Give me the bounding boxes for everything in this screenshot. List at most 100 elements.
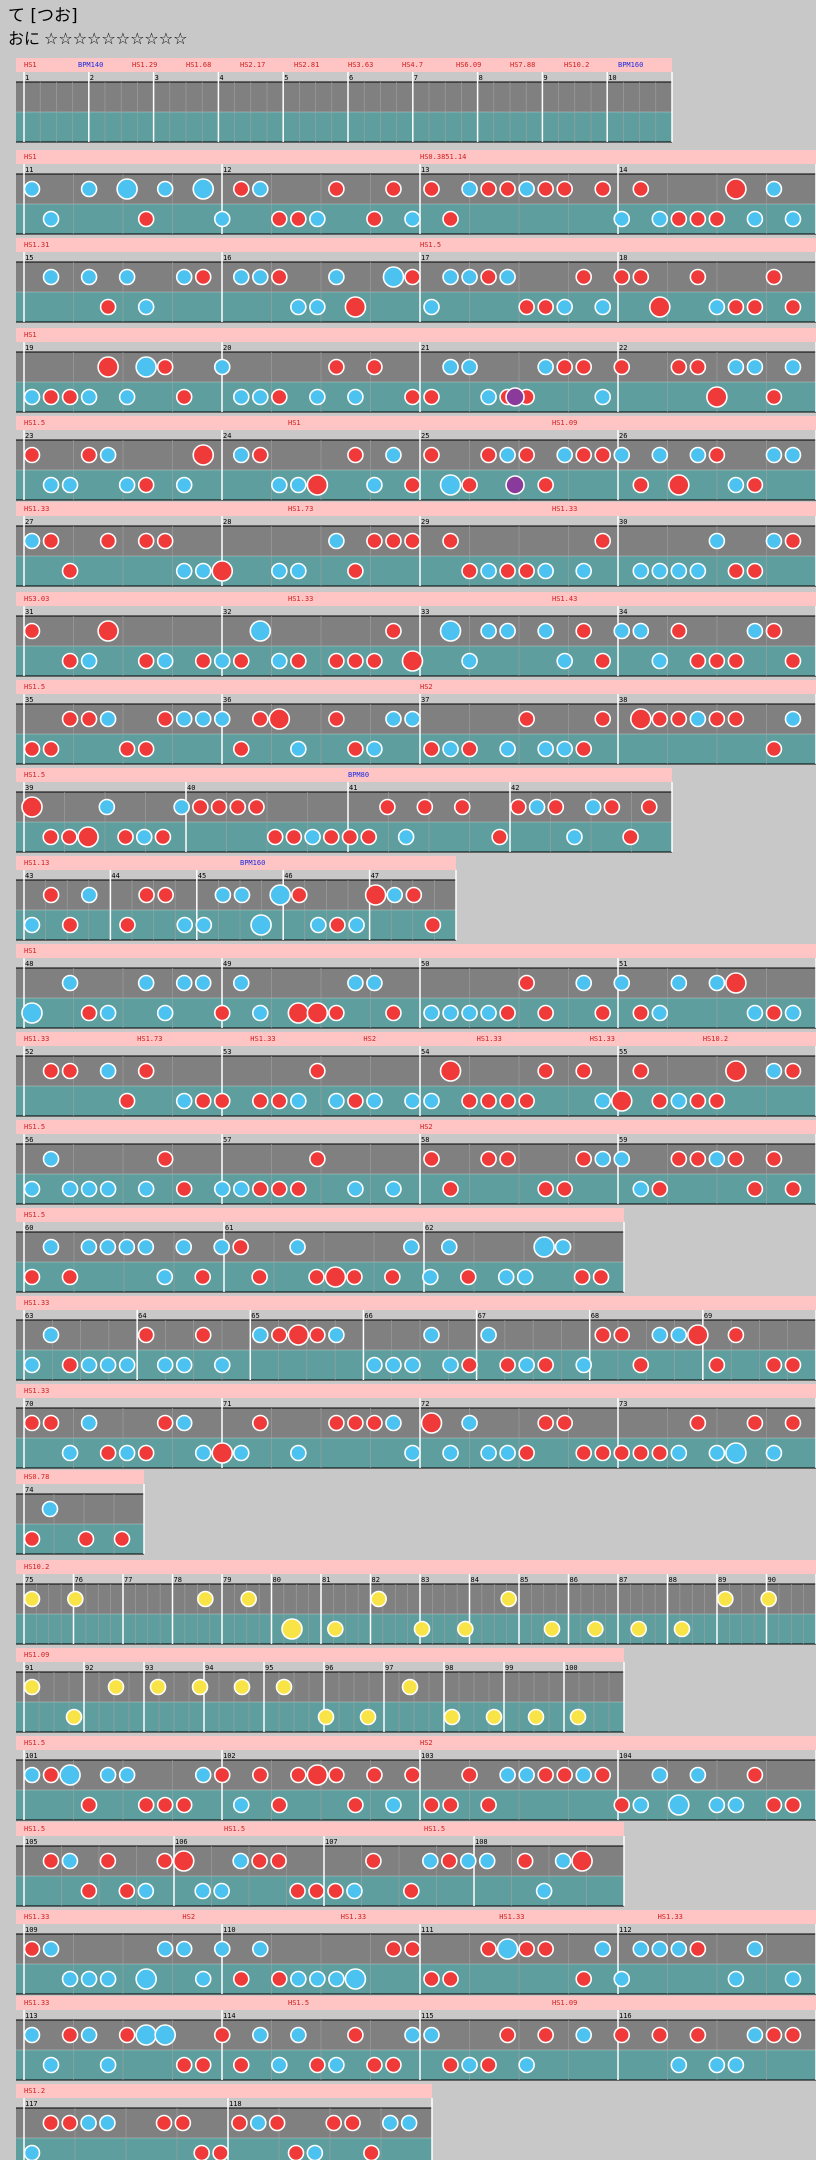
ka-note [632, 1180, 650, 1198]
ka-note [175, 476, 193, 494]
bar-number: 76 [75, 1576, 83, 1584]
bar-number: 116 [619, 2012, 632, 2020]
ka-note [135, 2024, 157, 2046]
ka-note [213, 1238, 230, 1256]
don-note [689, 1150, 707, 1168]
don-note [689, 2026, 707, 2044]
ka-note [156, 1004, 174, 1022]
don-note [80, 1004, 98, 1022]
don-note [271, 1326, 288, 1344]
ka-note [271, 2056, 288, 2074]
ka-note [461, 1414, 478, 1432]
don-note [61, 2114, 79, 2132]
don-note [174, 2114, 192, 2132]
ka-note [746, 622, 764, 640]
ka-note [309, 1970, 326, 1988]
ka-note [195, 916, 213, 934]
don-note [594, 710, 612, 728]
don-note [510, 798, 527, 816]
ka-note [118, 388, 136, 406]
scroll-speed-label: HS1.68 [186, 61, 211, 69]
ka-note [175, 1940, 193, 1958]
speed-band [16, 1648, 624, 1662]
ka-note [403, 1238, 420, 1256]
ka-note [251, 2026, 269, 2044]
ka-note [271, 476, 288, 494]
ka-note [194, 1766, 212, 1784]
speed-band [16, 944, 816, 958]
ka-note [518, 180, 535, 198]
ka-note [499, 1444, 516, 1462]
drumroll-note [630, 1620, 647, 1638]
don-note [442, 1180, 459, 1198]
don-note [423, 446, 440, 464]
lane-lower [16, 1174, 816, 1204]
don-note [328, 1766, 345, 1784]
ka-note [173, 798, 190, 816]
bar-number: 47 [371, 872, 379, 880]
ka-note [478, 1852, 496, 1870]
ka-note [98, 798, 116, 816]
ka-note [233, 886, 251, 904]
scroll-speed-label: HS10.2 [703, 1035, 728, 1043]
ka-note [348, 916, 365, 934]
don-note [347, 1092, 364, 1110]
ka-note [347, 1180, 364, 1198]
bar-number: 37 [421, 696, 429, 704]
don-note [366, 2056, 383, 2074]
drumroll-note [23, 1678, 41, 1696]
ka-note [194, 710, 212, 728]
don-note [290, 652, 307, 670]
don-note [746, 562, 764, 580]
scroll-speed-label: HS2 [182, 1913, 195, 1921]
bar-number: 115 [421, 2012, 434, 2020]
ka-note [382, 266, 405, 288]
ka-note [289, 1238, 306, 1256]
don-note [423, 1796, 440, 1814]
don-note [80, 710, 98, 728]
drumroll-note [760, 1590, 777, 1608]
don-note [461, 1356, 478, 1374]
ka-note [423, 2026, 440, 2044]
ka-note [727, 2056, 745, 2074]
ka-note [404, 1092, 421, 1110]
ka-note [689, 562, 707, 580]
bar-number: 32 [223, 608, 231, 616]
ka-note [99, 1238, 117, 1256]
ka-note [746, 2026, 764, 2044]
don-note [211, 560, 234, 582]
scroll-speed-label: HS1.5 [24, 1739, 45, 1747]
speed-band [16, 1384, 816, 1398]
ka-note [99, 1766, 117, 1784]
don-note [271, 1796, 288, 1814]
ka-note [99, 1004, 117, 1022]
don-note [271, 388, 288, 406]
speed-band [16, 328, 816, 342]
don-note [613, 1796, 631, 1814]
bar-number: 40 [187, 784, 195, 792]
don-note [232, 652, 250, 670]
ka-note [304, 828, 321, 846]
ka-note [765, 1444, 783, 1462]
drumroll-note [457, 1620, 474, 1638]
don-note [537, 180, 554, 198]
bar-number: 111 [421, 1926, 434, 1934]
don-note [689, 210, 707, 228]
don-note [640, 798, 658, 816]
scroll-speed-label: HS1.31 [24, 241, 49, 249]
balloon-note [505, 387, 525, 407]
lane-upper [16, 1408, 816, 1438]
ka-note [137, 1180, 155, 1198]
ka-note [99, 2114, 116, 2132]
ka-note [154, 2024, 176, 2046]
don-note [651, 1180, 669, 1198]
ka-note [290, 740, 307, 758]
bar-number: 30 [619, 518, 627, 526]
ka-note [194, 1970, 212, 1988]
ka-note [80, 1356, 98, 1374]
bar-number: 43 [25, 872, 33, 880]
drumroll-note [673, 1620, 691, 1638]
lane-lower [16, 1790, 816, 1820]
don-note [423, 1970, 440, 1988]
ka-note [232, 1444, 250, 1462]
